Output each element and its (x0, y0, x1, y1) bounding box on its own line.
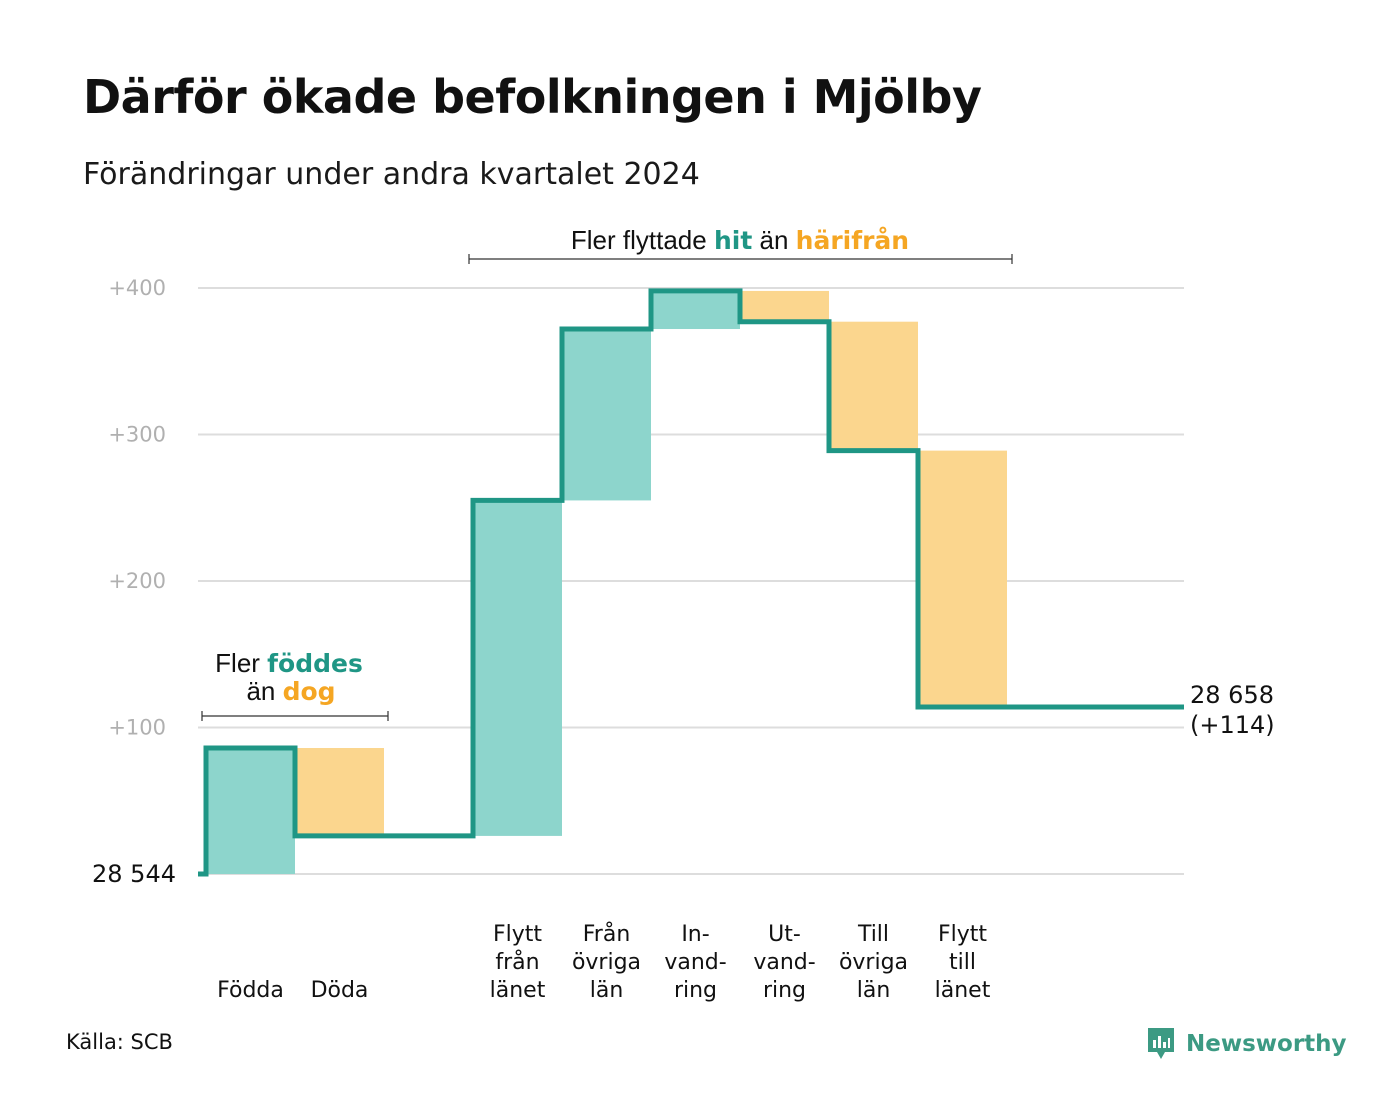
migration-annotation: Fler flyttade hit än härifrån (571, 225, 909, 255)
births-annotation-line1: Fler föddes (215, 648, 363, 678)
migration-bracket (468, 254, 1013, 264)
births-annotation-line2: än dog (246, 676, 335, 706)
waterfall-bar (829, 321, 918, 451)
births-annotation-foddes: föddes (267, 649, 363, 678)
category-label: Till (857, 922, 889, 947)
category-label: länet (935, 978, 991, 1003)
net-change-label: (+114) (1190, 711, 1275, 739)
migration-annotation-prefix: Fler flyttade (571, 225, 714, 255)
y-tick-label: +400 (108, 276, 166, 300)
waterfall-bar (562, 329, 651, 501)
births-annotation-dog: dog (283, 677, 336, 706)
waterfall-bar (918, 450, 1007, 707)
category-label: Från (583, 921, 631, 947)
category-label: till (949, 950, 976, 975)
y-tick-label: +200 (108, 569, 166, 593)
chart-subtitle: Förändringar under andra kvartalet 2024 (83, 157, 700, 192)
category-label: län (590, 978, 624, 1003)
category-label: övriga (839, 950, 908, 975)
migration-annotation-middle: än (752, 225, 795, 255)
category-label: Födda (217, 978, 284, 1003)
migration-annotation-hit: hit (714, 226, 752, 255)
category-label: Flytt (493, 922, 542, 947)
category-label: från (495, 949, 539, 975)
newsworthy-logo-text: Newsworthy (1186, 1031, 1347, 1057)
category-label: In- (681, 922, 709, 947)
category-label: övriga (572, 950, 641, 975)
migration-annotation-harifran: härifrån (796, 226, 909, 255)
category-label: län (857, 978, 891, 1003)
category-label: länet (490, 978, 546, 1003)
category-label: Ut- (768, 922, 801, 947)
category-label: ring (674, 978, 717, 1003)
waterfall-bar (206, 748, 295, 874)
end-value-label: 28 658 (1190, 681, 1274, 709)
births-annotation-prefix1: Fler (215, 648, 267, 678)
cumulative-step-line (198, 288, 1184, 877)
category-label: vand- (664, 950, 726, 975)
y-tick-label: +300 (108, 423, 166, 447)
category-label: Döda (311, 978, 369, 1003)
source-note: Källa: SCB (66, 1030, 173, 1054)
waterfall-bar (473, 500, 562, 836)
category-label: vand- (753, 950, 815, 975)
start-value-label: 28 544 (92, 860, 176, 888)
births-bracket (201, 711, 389, 721)
waterfall-bar (295, 748, 384, 836)
newsworthy-logo: Newsworthy (1146, 1024, 1347, 1064)
category-label: Flytt (938, 922, 987, 947)
newsworthy-logo-icon (1148, 1028, 1174, 1059)
waterfall-bar (740, 290, 829, 322)
chart-title: Därför ökade befolkningen i Mjölby (83, 70, 982, 124)
category-label: ring (763, 978, 806, 1003)
births-annotation-prefix2: än (246, 676, 282, 706)
waterfall-bar (651, 290, 740, 330)
y-tick-label: +100 (108, 716, 166, 740)
